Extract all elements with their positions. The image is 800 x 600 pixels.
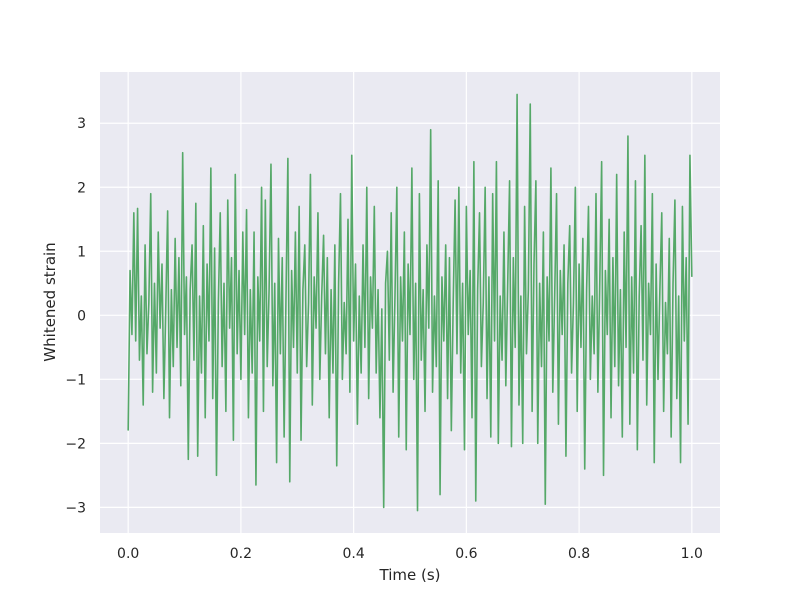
x-tick-label: 0.2	[230, 546, 252, 562]
y-tick-label: 2	[77, 180, 86, 196]
series-line	[127, 93, 693, 512]
y-axis-label: Whitened strain	[41, 242, 59, 361]
x-tick-label: 0.8	[568, 546, 590, 562]
x-tick-labels: 0.0 0.2 0.4 0.6 0.8 1.0	[117, 546, 703, 562]
x-tick-label: 0.0	[117, 546, 139, 562]
x-tick-label: 0.4	[343, 546, 365, 562]
x-tick-label: 1.0	[681, 546, 703, 562]
y-tick-label: −3	[65, 500, 86, 516]
y-tick-label: 0	[77, 308, 86, 324]
y-tick-label: 3	[77, 116, 86, 132]
x-tick-label: 0.6	[455, 546, 477, 562]
series-layer	[127, 93, 693, 512]
y-tick-label: 1	[77, 244, 86, 260]
y-tick-label: −2	[65, 436, 86, 452]
x-axis-label: Time (s)	[379, 566, 441, 584]
y-tick-label: −1	[65, 372, 86, 388]
y-tick-labels: −3 −2 −1 0 1 2 3	[65, 116, 86, 516]
